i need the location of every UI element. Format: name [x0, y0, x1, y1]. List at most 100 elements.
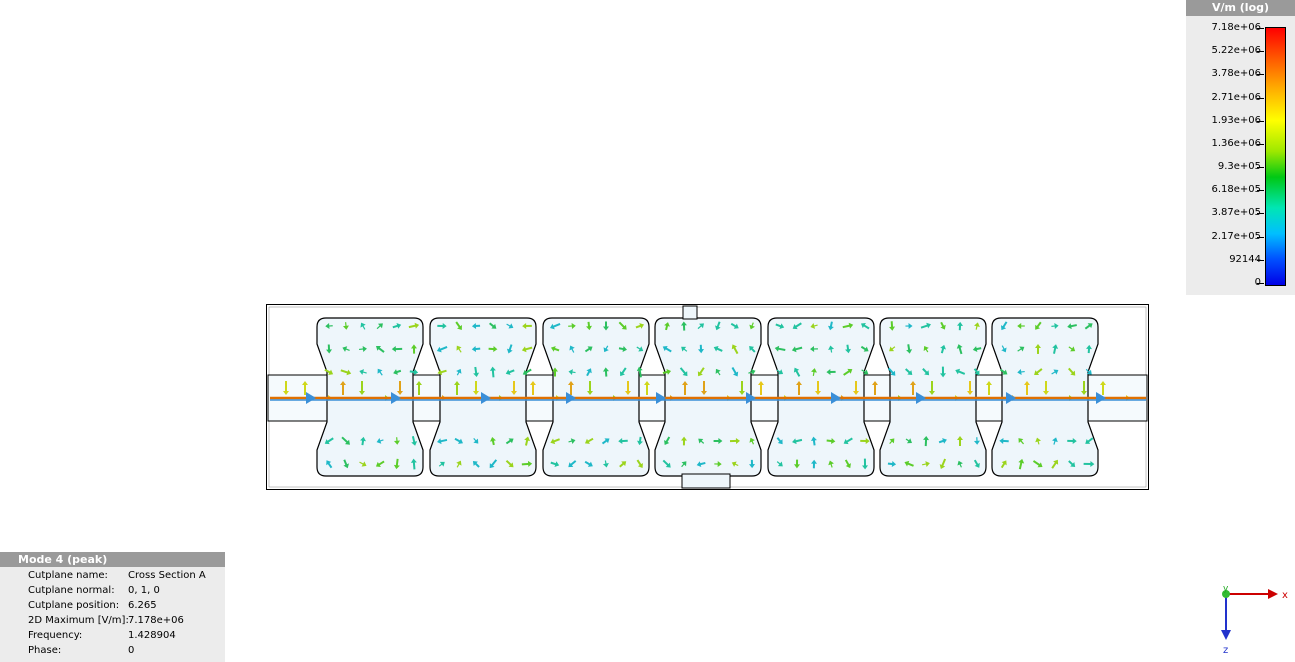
field-arrow-head: [1053, 459, 1059, 465]
field-arrow-head: [411, 441, 418, 446]
field-arrow: [843, 437, 853, 445]
field-arrow-head: [853, 391, 859, 395]
field-arrow: [1017, 323, 1025, 329]
field-arrow-head: [827, 325, 834, 331]
field-arrow-head: [749, 324, 755, 330]
field-arrow: [1100, 381, 1106, 395]
field-arrow-head: [437, 438, 442, 445]
field-arrow-head: [1054, 323, 1059, 330]
field-arrow-shaft: [454, 437, 461, 443]
field-arrow-head: [550, 346, 556, 352]
field-arrow-head: [568, 381, 574, 385]
coupler-port-bottom: [681, 473, 731, 489]
info-row-value: Cross Section A: [128, 570, 206, 581]
field-arrow: [910, 381, 916, 395]
info-row: Cutplane normal: 0, 1, 0: [28, 584, 160, 598]
field-arrow-head: [999, 437, 1004, 444]
field-arrow-head: [324, 439, 330, 445]
y-axis-label: y: [1223, 586, 1229, 594]
field-arrow: [1083, 461, 1095, 468]
field-arrow: [811, 459, 818, 469]
field-arrow-head: [570, 438, 576, 445]
field-arrow: [828, 460, 834, 468]
field-arrow-head: [793, 464, 800, 469]
field-arrow-head: [602, 463, 609, 468]
field-arrow: [845, 344, 852, 354]
field-arrow: [436, 346, 448, 353]
field-arrow-head: [731, 461, 737, 467]
field-arrow-head: [489, 463, 495, 469]
field-arrow: [360, 436, 366, 446]
field-arrow-head: [568, 369, 573, 376]
field-arrow: [1085, 437, 1094, 444]
field-arrow-head: [489, 366, 496, 371]
z-axis-arrowhead-icon: [1221, 630, 1231, 640]
field-arrow-head: [328, 369, 334, 375]
field-arrow: [636, 346, 644, 352]
field-arrow: [1068, 367, 1076, 376]
legend-tick-label: 1.36e+06: [1211, 137, 1261, 149]
field-arrow-head: [665, 462, 671, 468]
field-arrow: [416, 381, 422, 395]
field-arrow: [397, 381, 403, 395]
field-arrow-shaft: [777, 347, 786, 352]
field-arrow-shaft: [1032, 460, 1041, 467]
field-arrow: [302, 381, 308, 395]
field-arrow: [731, 344, 739, 355]
field-arrow-head: [810, 323, 816, 329]
field-arrow: [862, 458, 869, 470]
field-arrow: [844, 459, 851, 469]
field-arrow-head: [414, 322, 420, 329]
field-arrow: [662, 345, 672, 353]
field-arrow-head: [847, 368, 853, 374]
field-arrow: [758, 381, 764, 395]
beam-arrow-head: [831, 392, 841, 404]
field-arrow-head: [1018, 458, 1025, 464]
field-arrow-head: [749, 464, 756, 469]
field-arrow-head: [826, 369, 831, 376]
field-arrow: [792, 322, 802, 330]
field-viewport[interactable]: [266, 304, 1149, 490]
beam-arrow-head: [391, 392, 401, 404]
field-arrow-shaft: [795, 369, 801, 377]
field-arrow: [922, 368, 930, 376]
field-arrow-shaft: [638, 369, 642, 378]
field-arrow: [342, 322, 349, 330]
field-arrow-head: [1034, 370, 1040, 376]
field-arrow-head: [586, 325, 592, 331]
beam-arrow-head: [916, 392, 926, 404]
field-arrow-shaft: [1069, 324, 1077, 328]
x-axis-arrowhead-icon: [1268, 589, 1278, 599]
field-arrow: [603, 321, 609, 331]
field-arrow: [393, 437, 400, 445]
field-arrow-shaft: [341, 436, 349, 444]
field-arrow-head: [472, 461, 478, 466]
field-arrow: [826, 369, 836, 376]
field-arrow-head: [957, 321, 964, 326]
field-arrow-head: [1070, 370, 1076, 376]
field-arrow-head: [939, 464, 946, 470]
field-arrow-head: [442, 323, 447, 330]
field-arrow-head: [863, 369, 869, 375]
field-arrow: [391, 346, 403, 353]
field-arrow-shaft: [733, 346, 739, 355]
field-arrow-head: [1035, 344, 1041, 349]
field-arrow: [904, 460, 914, 467]
field-arrow-head: [1070, 346, 1076, 352]
field-arrow: [775, 323, 785, 329]
field-arrow-shaft: [552, 323, 561, 328]
field-arrow: [828, 345, 835, 353]
info-row: Cutplane position: 6.265: [28, 599, 157, 613]
field-arrow-head: [792, 438, 797, 445]
field-arrow: [842, 322, 854, 329]
field-arrow: [696, 461, 706, 468]
field-arrow: [530, 381, 536, 395]
field-arrow: [679, 367, 688, 377]
field-arrow-head: [505, 369, 511, 375]
legend-tick-mark: [1257, 97, 1264, 99]
field-arrow: [454, 437, 464, 444]
field-arrow-head: [1024, 381, 1030, 385]
field-arrow-head: [524, 436, 531, 442]
field-arrow-head: [362, 346, 367, 352]
field-arrow: [698, 438, 705, 444]
